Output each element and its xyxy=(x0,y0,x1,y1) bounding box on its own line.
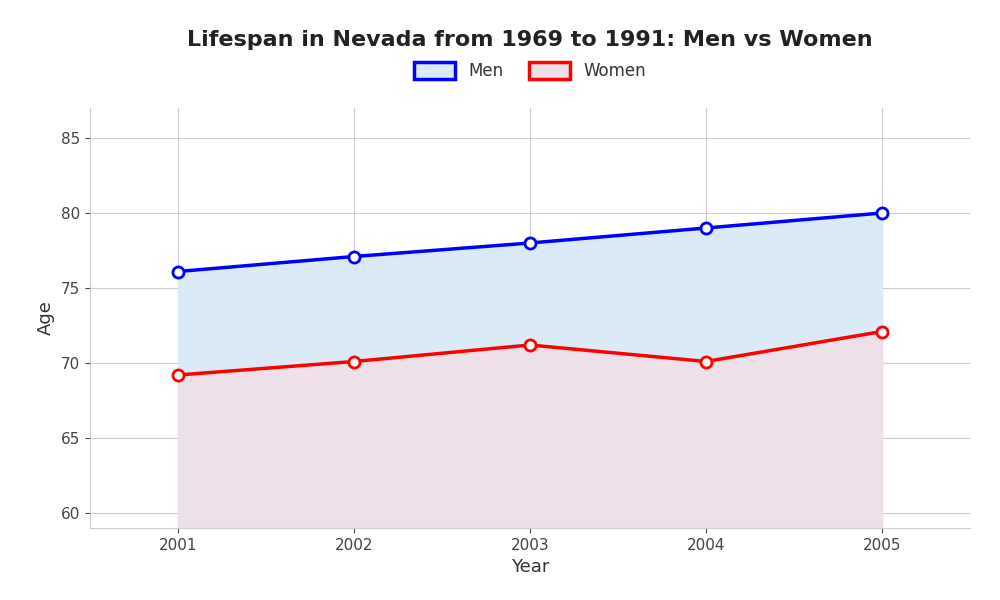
Title: Lifespan in Nevada from 1969 to 1991: Men vs Women: Lifespan in Nevada from 1969 to 1991: Me… xyxy=(187,29,873,49)
Y-axis label: Age: Age xyxy=(37,301,55,335)
X-axis label: Year: Year xyxy=(511,558,549,576)
Legend: Men, Women: Men, Women xyxy=(414,62,646,80)
